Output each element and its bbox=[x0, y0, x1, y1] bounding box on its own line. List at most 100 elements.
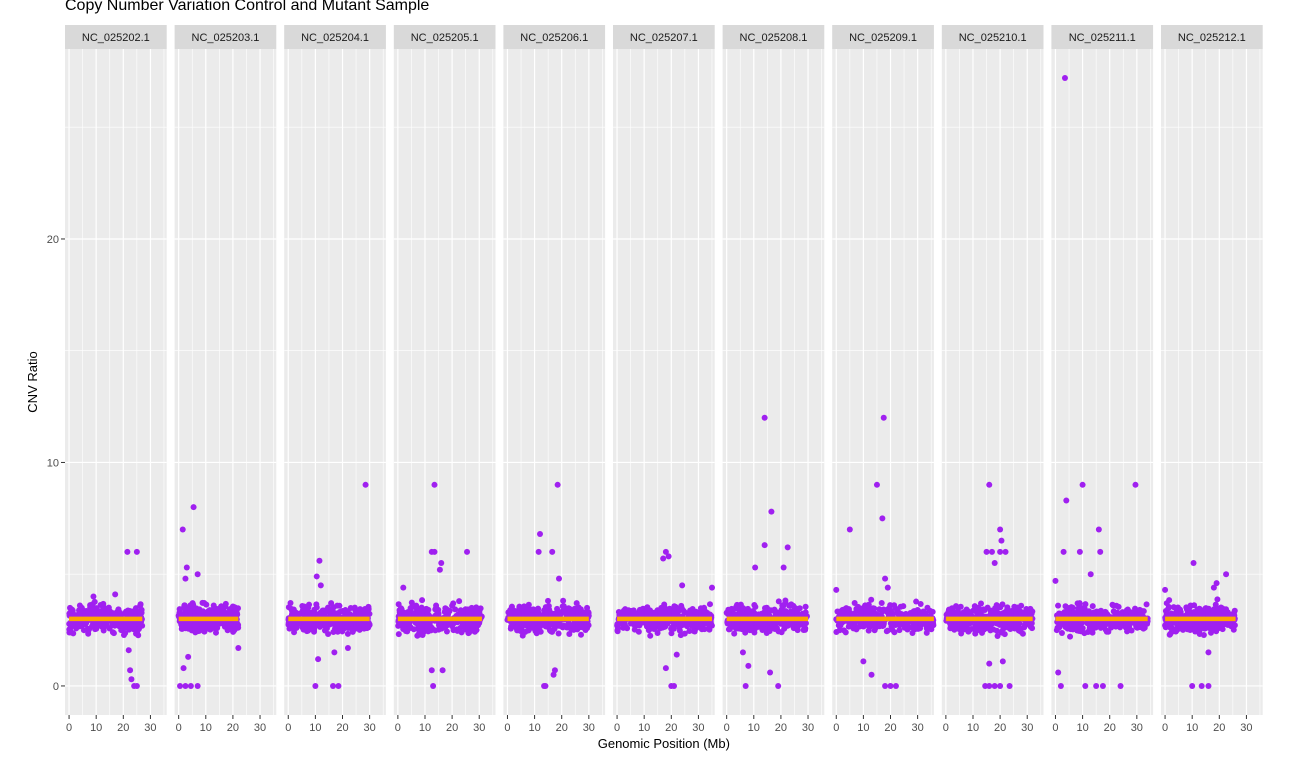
x-tick-label: 10 bbox=[419, 722, 431, 734]
outlier-point bbox=[554, 481, 561, 488]
data-point bbox=[880, 620, 887, 627]
outlier-point bbox=[986, 682, 993, 689]
outlier-point bbox=[335, 682, 342, 689]
data-point bbox=[614, 628, 621, 635]
data-point bbox=[288, 605, 295, 612]
data-point bbox=[305, 608, 312, 615]
data-point bbox=[113, 610, 120, 617]
outlier-point bbox=[90, 593, 97, 600]
facet-strip-label: NC_025210.1 bbox=[959, 32, 1027, 44]
data-point bbox=[176, 606, 183, 613]
outlier-point bbox=[752, 564, 759, 571]
data-point bbox=[888, 623, 895, 630]
data-point bbox=[686, 628, 693, 634]
outlier-point bbox=[436, 566, 443, 573]
data-point bbox=[292, 609, 299, 616]
outlier-point bbox=[988, 548, 995, 555]
outlier-point bbox=[194, 571, 201, 578]
data-point bbox=[851, 600, 858, 607]
facet-panel: NC_025211.1 0 10 20 30 bbox=[1051, 25, 1154, 734]
data-point bbox=[1143, 601, 1150, 608]
data-point bbox=[631, 626, 638, 633]
x-tick-label: 0 bbox=[395, 722, 401, 734]
data-point bbox=[1224, 621, 1231, 628]
facet-panel: NC_025207.1 0 10 20 30 bbox=[613, 25, 715, 734]
outlier-point bbox=[671, 682, 678, 689]
data-point bbox=[212, 629, 219, 636]
data-point bbox=[949, 605, 956, 612]
data-point bbox=[233, 611, 239, 618]
data-point bbox=[100, 600, 107, 607]
outlier-point bbox=[316, 557, 323, 564]
data-point bbox=[199, 599, 206, 606]
x-tick-label: 10 bbox=[1186, 722, 1198, 734]
outlier-point bbox=[1132, 481, 1139, 488]
data-point bbox=[101, 622, 108, 629]
data-point bbox=[301, 603, 308, 610]
data-point bbox=[1198, 622, 1205, 629]
outlier-point bbox=[999, 658, 1006, 665]
outlier-point bbox=[775, 682, 782, 689]
data-point bbox=[127, 623, 134, 630]
data-point bbox=[441, 608, 448, 615]
y-axis-label: CNV Ratio bbox=[25, 351, 40, 412]
data-point bbox=[1119, 611, 1126, 618]
x-tick-label: 0 bbox=[504, 722, 510, 734]
data-point bbox=[1191, 602, 1198, 609]
outlier-point bbox=[761, 542, 768, 549]
data-point bbox=[135, 632, 142, 639]
data-point bbox=[339, 620, 346, 627]
outlier-point bbox=[1099, 682, 1106, 689]
data-point bbox=[469, 626, 476, 633]
outlier-point bbox=[1223, 571, 1230, 578]
data-point bbox=[361, 609, 368, 616]
outlier-point bbox=[983, 548, 990, 555]
facet-strip-label: NC_025205.1 bbox=[411, 32, 479, 44]
data-point bbox=[1002, 611, 1009, 618]
outlier-point bbox=[986, 660, 993, 667]
x-tick-label: 30 bbox=[1240, 722, 1252, 734]
data-point bbox=[907, 610, 914, 617]
data-point bbox=[366, 621, 373, 628]
data-point bbox=[731, 630, 738, 637]
outlier-point bbox=[400, 584, 407, 591]
data-point bbox=[522, 628, 529, 635]
data-point bbox=[1205, 623, 1212, 630]
data-point bbox=[1136, 606, 1143, 613]
data-point bbox=[924, 604, 931, 611]
data-point bbox=[456, 627, 463, 634]
data-point bbox=[802, 603, 809, 610]
outlier-point bbox=[187, 682, 194, 689]
data-point bbox=[1064, 609, 1071, 616]
data-point bbox=[1174, 605, 1181, 612]
outlier-point bbox=[882, 575, 889, 582]
data-point bbox=[765, 625, 772, 632]
data-point bbox=[433, 604, 440, 611]
data-point bbox=[85, 628, 92, 635]
data-point bbox=[1139, 623, 1146, 630]
data-point bbox=[416, 630, 423, 637]
data-point bbox=[344, 630, 351, 637]
data-point bbox=[1200, 632, 1207, 639]
outlier-point bbox=[127, 667, 134, 674]
x-tick-label: 10 bbox=[748, 722, 760, 734]
x-tick-label: 20 bbox=[556, 722, 568, 734]
data-point bbox=[1021, 624, 1028, 631]
outlier-point bbox=[1213, 580, 1220, 587]
facet-strip bbox=[284, 25, 386, 49]
data-point bbox=[413, 605, 420, 612]
data-point bbox=[872, 624, 879, 631]
data-point bbox=[1090, 609, 1097, 616]
data-point bbox=[545, 597, 552, 604]
facet-strip-label: NC_025204.1 bbox=[301, 32, 369, 44]
data-point bbox=[1075, 605, 1082, 612]
data-point bbox=[291, 629, 298, 636]
data-point bbox=[518, 605, 525, 612]
outlier-point bbox=[312, 682, 319, 689]
data-point bbox=[621, 623, 628, 630]
data-point bbox=[891, 602, 898, 609]
data-point bbox=[953, 610, 960, 617]
data-point bbox=[220, 606, 227, 613]
outlier-point bbox=[313, 573, 320, 580]
data-point bbox=[698, 626, 705, 633]
